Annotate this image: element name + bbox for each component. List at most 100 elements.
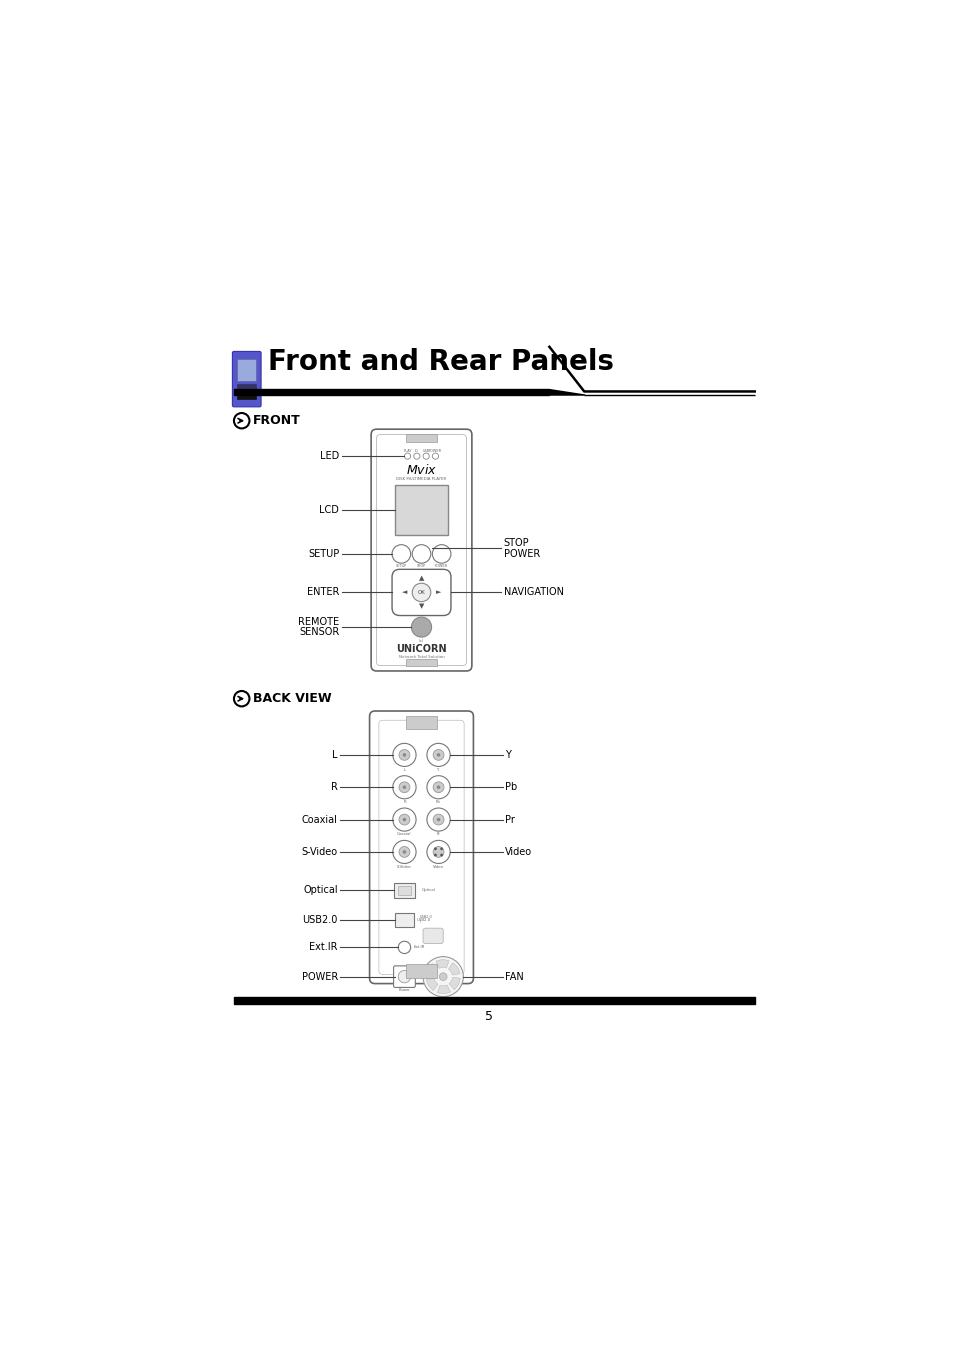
Text: ▲: ▲ — [418, 575, 424, 582]
Bar — [406, 433, 436, 441]
Circle shape — [411, 617, 431, 637]
Circle shape — [397, 971, 410, 983]
Circle shape — [402, 818, 406, 821]
Text: BACK VIEW: BACK VIEW — [253, 693, 331, 705]
Circle shape — [393, 776, 416, 799]
Text: POWER: POWER — [301, 972, 337, 981]
Wedge shape — [449, 977, 459, 990]
Circle shape — [427, 840, 450, 864]
Text: R: R — [403, 799, 405, 803]
Text: L: L — [332, 749, 337, 760]
Text: ENTER: ENTER — [307, 587, 339, 598]
FancyBboxPatch shape — [369, 711, 473, 984]
Bar — [406, 964, 436, 979]
Text: Network Total Solution: Network Total Solution — [398, 655, 444, 659]
Circle shape — [436, 818, 439, 821]
Circle shape — [233, 691, 249, 706]
FancyBboxPatch shape — [233, 351, 261, 406]
Circle shape — [412, 583, 431, 602]
Text: REMOTE: REMOTE — [298, 617, 339, 628]
Circle shape — [393, 840, 416, 864]
Text: SETUP: SETUP — [395, 564, 407, 568]
Text: Coaxial: Coaxial — [301, 814, 337, 825]
Text: USB2.0: USB2.0 — [302, 915, 337, 925]
Text: POWER: POWER — [503, 549, 539, 559]
Text: Power: Power — [398, 988, 410, 992]
Circle shape — [433, 782, 443, 792]
Text: USB: USB — [422, 448, 429, 452]
FancyBboxPatch shape — [422, 929, 443, 944]
Circle shape — [434, 848, 436, 850]
Text: FAN: FAN — [505, 972, 523, 981]
Circle shape — [397, 941, 410, 953]
Text: PLAY: PLAY — [403, 448, 412, 452]
Text: LED: LED — [320, 451, 339, 462]
Wedge shape — [436, 960, 449, 968]
Text: ▼: ▼ — [418, 603, 424, 609]
FancyBboxPatch shape — [392, 570, 451, 616]
Text: ID: ID — [415, 448, 418, 452]
Circle shape — [427, 744, 450, 767]
Text: UNiCORN: UNiCORN — [395, 644, 446, 653]
Wedge shape — [448, 963, 459, 975]
Circle shape — [439, 973, 447, 980]
Bar — [236, 359, 256, 381]
Circle shape — [404, 454, 410, 459]
Text: LCD: LCD — [319, 505, 339, 514]
Text: POWER: POWER — [429, 448, 441, 452]
Circle shape — [402, 786, 406, 788]
Circle shape — [432, 454, 438, 459]
Bar — [397, 886, 410, 895]
Bar — [236, 393, 256, 400]
Circle shape — [393, 809, 416, 832]
Circle shape — [433, 846, 443, 857]
Circle shape — [436, 786, 439, 788]
Text: Pr: Pr — [436, 832, 440, 836]
Circle shape — [436, 753, 439, 756]
Text: SETUP: SETUP — [308, 549, 339, 559]
Wedge shape — [436, 986, 450, 994]
Text: $\mathit{Mvix}$: $\mathit{Mvix}$ — [405, 463, 436, 477]
Wedge shape — [426, 964, 436, 976]
Circle shape — [414, 454, 419, 459]
Circle shape — [440, 853, 442, 856]
Text: FRONT: FRONT — [253, 414, 300, 427]
Bar — [406, 659, 436, 667]
FancyBboxPatch shape — [376, 435, 466, 666]
Text: S-Video: S-Video — [301, 846, 337, 857]
Text: OK: OK — [417, 590, 425, 595]
Text: Front and Rear Panels: Front and Rear Panels — [268, 348, 614, 377]
Circle shape — [433, 814, 443, 825]
Text: Ext.IR: Ext.IR — [414, 945, 424, 949]
Text: STOP: STOP — [416, 564, 426, 568]
FancyBboxPatch shape — [371, 429, 472, 671]
Circle shape — [440, 848, 442, 850]
Circle shape — [393, 744, 416, 767]
Circle shape — [398, 846, 410, 857]
Circle shape — [434, 853, 436, 856]
Text: L: L — [403, 768, 405, 772]
Bar — [395, 913, 414, 926]
Circle shape — [392, 544, 410, 563]
Circle shape — [233, 413, 249, 428]
Text: ◄: ◄ — [401, 590, 407, 595]
Circle shape — [412, 544, 431, 563]
Bar — [236, 383, 256, 390]
Circle shape — [427, 776, 450, 799]
Circle shape — [432, 544, 451, 563]
Text: NAVIGATION: NAVIGATION — [503, 587, 563, 598]
Circle shape — [398, 814, 410, 825]
Circle shape — [398, 749, 410, 760]
Wedge shape — [426, 979, 437, 991]
Circle shape — [422, 454, 429, 459]
Text: Y: Y — [436, 768, 439, 772]
Bar — [406, 716, 436, 729]
Text: R: R — [331, 782, 337, 792]
FancyBboxPatch shape — [378, 721, 464, 975]
Circle shape — [422, 957, 463, 996]
Text: Pr: Pr — [505, 814, 515, 825]
Text: Optical: Optical — [421, 888, 435, 892]
Text: Video: Video — [505, 846, 532, 857]
Text: ►: ► — [436, 590, 441, 595]
Text: SENSOR: SENSOR — [299, 626, 339, 637]
